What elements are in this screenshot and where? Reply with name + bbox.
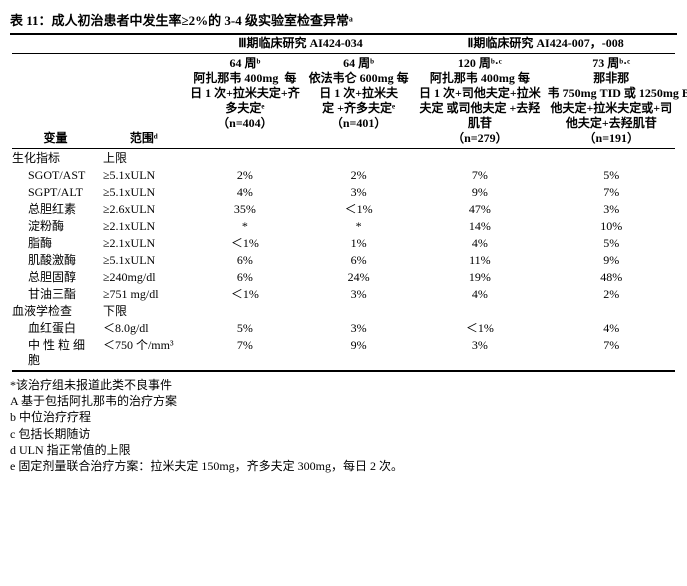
row-name: 甘油三酯 [10, 286, 101, 303]
footnote-line: c 包括长期随访 [10, 426, 677, 442]
row-range: ≥2.1xULN [101, 235, 187, 252]
row-value: 5% [546, 235, 677, 252]
row-value: 1% [303, 235, 414, 252]
data-row: 脂酶≥2.1xULN＜1%1%4%5% [10, 235, 677, 252]
row-value: 4% [546, 320, 677, 337]
row-value: 4% [414, 286, 545, 303]
row-value: ＜1% [187, 235, 303, 252]
footnote-line: *该治疗组未报道此类不良事件 [10, 377, 677, 393]
row-value: 3% [303, 286, 414, 303]
data-row: 血红蛋白＜8.0g/dl5%3%＜1%4% [10, 320, 677, 337]
row-value: 7% [546, 184, 677, 201]
row-name: SGOT/AST [10, 167, 101, 184]
row-value: 9% [414, 184, 545, 201]
data-row: SGPT/ALT≥5.1xULN4%3%9%7% [10, 184, 677, 201]
row-name: 脂酶 [10, 235, 101, 252]
row-value: * [187, 218, 303, 235]
row-value: ＜1% [414, 320, 545, 337]
row-name: 总胆红素 [10, 201, 101, 218]
row-range: ≥5.1xULN [101, 167, 187, 184]
row-value: ＜1% [303, 201, 414, 218]
section-range: 上限 [101, 150, 187, 167]
header-row-groups: Ⅲ期临床研究 AI424-034 Ⅱ期临床研究 AI424-007，-008 [10, 35, 677, 52]
row-name: 肌酸激酶 [10, 252, 101, 269]
row-value: 19% [414, 269, 545, 286]
data-row: 中 性 粒 细 胞＜750 个/mm³7%9%3%7% [10, 337, 677, 369]
row-value: 5% [546, 167, 677, 184]
data-row: 肌酸激酶≥5.1xULN6%6%11%9% [10, 252, 677, 269]
data-row: 甘油三酯≥751 mg/dl＜1%3%4%2% [10, 286, 677, 303]
row-name: 中 性 粒 细 胞 [10, 337, 101, 369]
col-c3: 120 周ᵇ·ᶜ阿扎那韦 400mg 每日 1 次+司他夫定+拉米夫定 或司他夫… [414, 55, 545, 147]
row-value: 6% [187, 269, 303, 286]
table-title: 表 11：成人初治患者中发生率≥2%的 3-4 级实验室检查异常ᵃ [10, 8, 677, 33]
row-value: 10% [546, 218, 677, 235]
row-value: * [303, 218, 414, 235]
footnote-line: e 固定剂量联合治疗方案：拉米夫定 150mg，齐多夫定 300mg，每日 2 … [10, 458, 677, 474]
row-value: 4% [187, 184, 303, 201]
row-value: 2% [546, 286, 677, 303]
section-range: 下限 [101, 303, 187, 320]
data-row: 淀粉酶≥2.1xULN**14%10% [10, 218, 677, 235]
row-value: 7% [546, 337, 677, 369]
row-value: 7% [187, 337, 303, 369]
row-value: 3% [546, 201, 677, 218]
col-var: 变量 [10, 55, 101, 147]
footnotes: *该治疗组未报道此类不良事件A 基于包括阿扎那韦的治疗方案b 中位治疗疗程c 包… [10, 373, 677, 474]
row-value: 2% [187, 167, 303, 184]
footnote-line: b 中位治疗疗程 [10, 409, 677, 425]
footnote-line: A 基于包括阿扎那韦的治疗方案 [10, 393, 677, 409]
row-value: 35% [187, 201, 303, 218]
row-value: 3% [303, 320, 414, 337]
row-value: 47% [414, 201, 545, 218]
footnote-line: d ULN 指正常值的上限 [10, 442, 677, 458]
row-value: 2% [303, 167, 414, 184]
data-row: 总胆红素≥2.6xULN35%＜1%47%3% [10, 201, 677, 218]
row-range: ≥2.6xULN [101, 201, 187, 218]
group-header-1: Ⅲ期临床研究 AI424-034 [187, 35, 414, 52]
row-range: ≥240mg/dl [101, 269, 187, 286]
row-value: 48% [546, 269, 677, 286]
row-value: 6% [187, 252, 303, 269]
row-value: 4% [414, 235, 545, 252]
header-row-cols: 变量 范围ᵈ 64 周ᵇ阿扎那韦 400mg 每日 1 次+拉米夫定+齐多夫定ᵉ… [10, 55, 677, 147]
col-c1: 64 周ᵇ阿扎那韦 400mg 每日 1 次+拉米夫定+齐多夫定ᵉ（n=404） [187, 55, 303, 147]
row-value: ＜1% [187, 286, 303, 303]
row-value: 7% [414, 167, 545, 184]
row-name: 淀粉酶 [10, 218, 101, 235]
row-value: 3% [414, 337, 545, 369]
row-value: 3% [303, 184, 414, 201]
row-name: 总胆固醇 [10, 269, 101, 286]
row-name: 血红蛋白 [10, 320, 101, 337]
col-c4: 73 周ᵇ·ᶜ那非那韦 750mg TID 或 1250mg BID+司他夫定+… [546, 55, 677, 147]
col-range: 范围ᵈ [101, 55, 187, 147]
row-value: 14% [414, 218, 545, 235]
row-range: ≥5.1xULN [101, 252, 187, 269]
row-range: ＜8.0g/dl [101, 320, 187, 337]
row-range: ≥2.1xULN [101, 218, 187, 235]
row-name: SGPT/ALT [10, 184, 101, 201]
row-value: 24% [303, 269, 414, 286]
row-range: ≥751 mg/dl [101, 286, 187, 303]
row-value: 6% [303, 252, 414, 269]
row-range: ≥5.1xULN [101, 184, 187, 201]
row-value: 5% [187, 320, 303, 337]
data-row: SGOT/AST≥5.1xULN2%2%7%5% [10, 167, 677, 184]
row-value: 11% [414, 252, 545, 269]
col-c2: 64 周ᵇ依法韦仑 600mg 每日 1 次+拉米夫定 +齐多夫定ᵉ（n=401… [303, 55, 414, 147]
group-header-2: Ⅱ期临床研究 AI424-007，-008 [414, 35, 677, 52]
data-row: 总胆固醇≥240mg/dl6%24%19%48% [10, 269, 677, 286]
section-label: 生化指标 [10, 150, 101, 167]
row-value: 9% [546, 252, 677, 269]
section-row: 生化指标上限 [10, 150, 677, 167]
row-range: ＜750 个/mm³ [101, 337, 187, 369]
row-value: 9% [303, 337, 414, 369]
section-label: 血液学检查 [10, 303, 101, 320]
section-row: 血液学检查下限 [10, 303, 677, 320]
main-table: Ⅲ期临床研究 AI424-034 Ⅱ期临床研究 AI424-007，-008 变… [10, 35, 677, 373]
